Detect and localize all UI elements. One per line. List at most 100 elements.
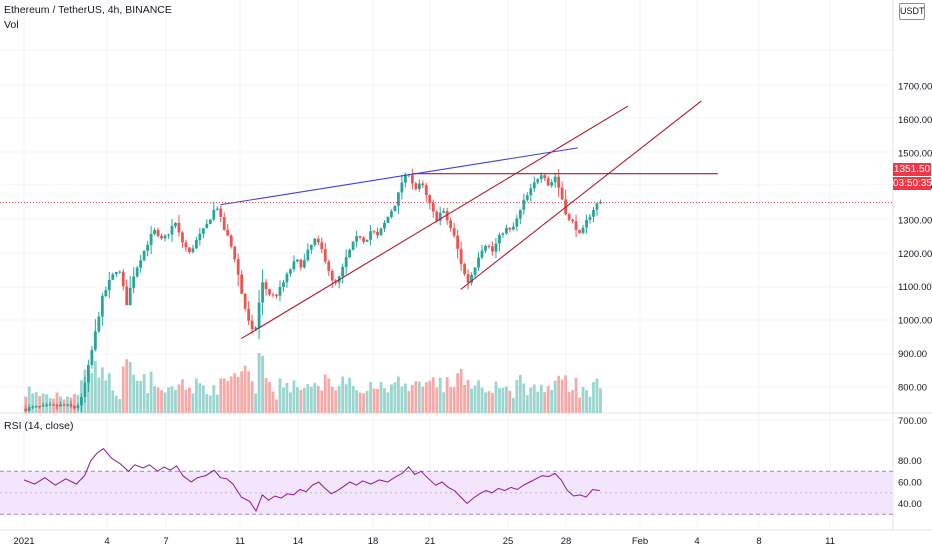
volume-bar [578,397,581,413]
volume-bar [376,388,379,413]
candle-body [55,404,59,407]
candle-body [188,247,191,253]
candle-body [73,406,76,409]
candle-body [34,406,38,408]
volume-bar [410,384,414,413]
candle-body [410,175,414,184]
candle-body [417,183,421,190]
candle-body [174,222,177,227]
candle-body [466,274,470,283]
candle-body [501,233,505,235]
volume-bar [369,381,372,413]
time-tick-label: 11 [825,536,835,547]
volume-bar [487,391,491,413]
candle-body [275,294,278,296]
trendline-red[interactable] [460,100,702,290]
grid [0,0,932,531]
volume-bar [90,372,94,413]
candle-body [438,212,442,221]
trendline-red[interactable] [241,105,629,340]
volume-bar [278,378,282,413]
candle-body [236,259,240,275]
volume-bar [442,392,446,413]
volume-bar [383,388,386,413]
volume-bar [27,386,31,413]
candle-body [403,174,407,183]
volume-bar [201,385,205,413]
volume-bar [477,380,480,413]
candle-body [320,242,324,250]
volume-bar [491,392,494,413]
current-price-tag: 1351.50 [893,163,931,176]
candle-body [355,236,359,242]
candle-body [445,211,449,221]
candle-body [302,260,306,268]
volume-bar [403,383,407,413]
volume-bar [518,375,522,413]
volume-bar [250,381,254,413]
volume-bar [407,391,411,413]
volume-bar [257,353,261,413]
volume-indicator-label[interactable]: Vol [4,19,19,31]
candle-body [139,260,143,268]
volume-bar [459,368,463,413]
volume-bar [539,384,543,413]
volume-bar [553,380,557,413]
candle-body [477,257,480,268]
volume-bar [243,365,247,413]
candle-body [431,203,435,212]
candle-body [424,185,428,196]
volume-bar [348,377,352,413]
candle-body [278,286,282,296]
candle-body [219,208,223,217]
rsi-indicator-label[interactable]: RSI (14, close) [4,420,74,432]
candle-body [543,175,547,179]
volume-bar [100,367,104,413]
candle-body [421,183,425,186]
volume-bar [386,392,390,413]
candle-body [435,211,439,221]
candle-body [128,287,132,306]
volume-bar [543,392,547,413]
volume-bar [400,386,404,413]
volume-bar [463,384,466,413]
candle-body [313,238,317,245]
candle-body [515,218,519,227]
rsi-line [23,448,600,513]
volume-bar [215,394,219,413]
volume-bar [355,390,359,413]
trendlines[interactable] [0,100,893,340]
volume-bar [52,398,55,413]
candle-body [205,223,209,229]
candle-body [191,248,195,253]
volume-bar [323,374,327,413]
volume-bar [146,393,150,413]
volume-bar [560,379,564,413]
currency-button[interactable]: USDT [899,3,925,20]
candle-body [97,316,101,332]
time-tick-label: 7 [163,536,168,547]
trendline-blue[interactable] [220,147,578,206]
candle-body [135,267,139,277]
candle-body [257,302,261,328]
volume-bar [574,377,578,413]
candle-body [271,294,275,296]
volume-bar [480,387,484,413]
candle-body [309,244,313,250]
candle-body [484,245,487,251]
volume-bar [233,373,237,413]
volume-bars [24,353,602,413]
volume-bar [421,386,425,413]
price-tick-label: 1200.00 [898,249,932,260]
volume-bar [456,373,460,413]
price-tick-label: 1000.00 [898,316,932,327]
candle-body [243,293,247,309]
volume-bar [452,387,456,413]
volume-bar [557,375,561,413]
volume-bar [177,384,181,413]
volume-bar [550,389,554,413]
volume-bar [431,377,435,413]
candle-body [240,274,244,294]
